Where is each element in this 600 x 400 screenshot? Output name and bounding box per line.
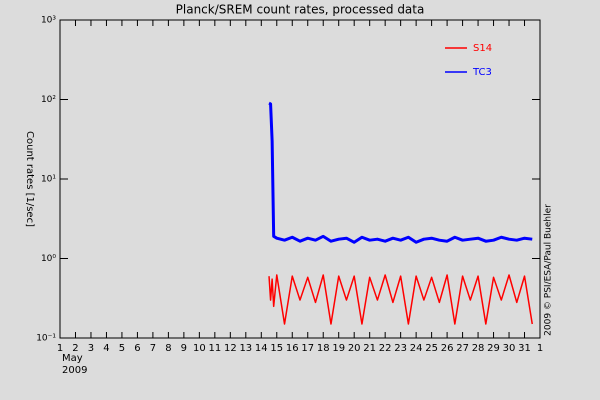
x-tick-label: 13 [239, 343, 252, 354]
x-tick-label: 11 [208, 343, 221, 354]
y-tick-label: 10² [41, 95, 56, 105]
x-tick-label: 26 [441, 343, 454, 354]
x-tick-label: 10 [193, 343, 206, 354]
x-tick-label: 7 [150, 343, 156, 354]
x-tick-label: 3 [88, 343, 94, 354]
credit: 2009 © PSI/ESA/Paul Buehler [544, 204, 554, 336]
y-tick-label: 10⁻¹ [36, 334, 56, 344]
legend-label: S14 [473, 43, 492, 54]
x-tick-label: 8 [165, 343, 171, 354]
series-line [268, 101, 533, 244]
y-tick-label: 10¹ [41, 175, 56, 185]
x-tick-label: 4 [103, 343, 109, 354]
x-tick-label: 1 [57, 343, 63, 354]
x-tick-label: 29 [487, 343, 500, 354]
legend-label: TC3 [472, 67, 492, 78]
x-tick-label: 25 [425, 343, 438, 354]
x-tick-label: 19 [332, 343, 345, 354]
x-tick-label: 27 [456, 343, 469, 354]
x-tick-label: 17 [301, 343, 314, 354]
x-tick-label: 9 [181, 343, 187, 354]
x-tick-label: 15 [270, 343, 283, 354]
chart-title: Planck/SREM count rates, processed data [176, 3, 425, 17]
x-tick-label: 1 [537, 343, 543, 354]
x-tick-label: 18 [317, 343, 330, 354]
series-line [268, 274, 534, 325]
y-axis-label: Count rates [1/sec] [24, 131, 35, 227]
x-tick-label: 22 [379, 343, 392, 354]
x-tick-label: 21 [363, 343, 376, 354]
y-tick-label: 10³ [41, 16, 56, 26]
x-tick-label: 30 [503, 343, 516, 354]
x-tick-label: 24 [410, 343, 423, 354]
x-tick-label: 12 [224, 343, 237, 354]
x-tick-label: 28 [472, 343, 485, 354]
x-tick-label: 16 [286, 343, 299, 354]
x-year-label: 2009 [62, 365, 87, 376]
x-tick-label: 23 [394, 343, 407, 354]
x-tick-label: 20 [348, 343, 361, 354]
x-tick-label: 6 [134, 343, 140, 354]
x-tick-label: 5 [119, 343, 125, 354]
x-tick-label: 14 [255, 343, 268, 354]
x-tick-label: 2 [72, 343, 78, 354]
x-month-label: May [62, 353, 83, 364]
x-tick-label: 31 [518, 343, 531, 354]
y-tick-label: 10⁰ [41, 254, 56, 264]
